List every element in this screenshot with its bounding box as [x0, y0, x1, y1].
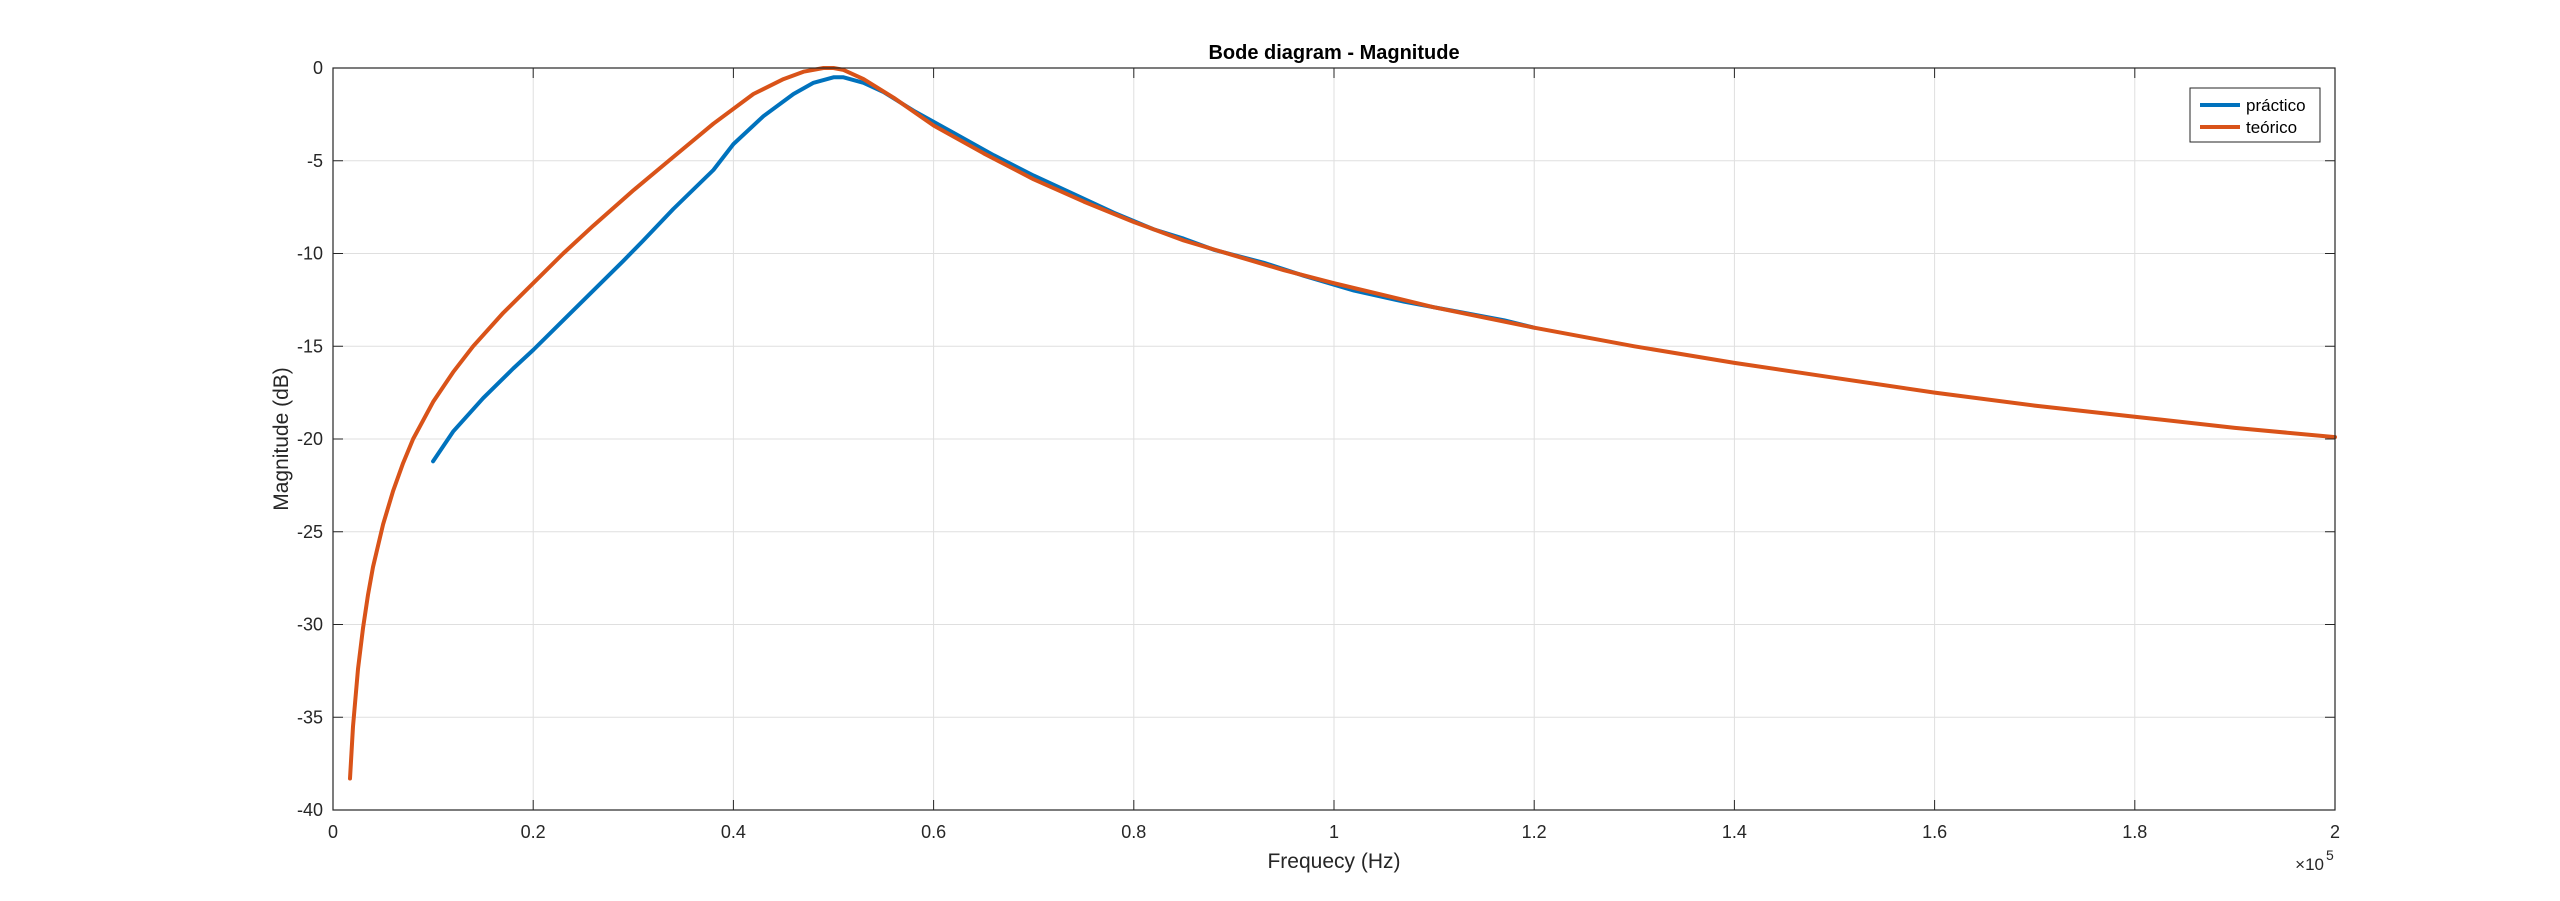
plot-area [332, 66, 2337, 811]
x-tick-label: 0.2 [521, 822, 546, 842]
x-tick-label: 0.8 [1121, 822, 1146, 842]
y-tick-label: -35 [297, 707, 323, 727]
y-tick-label: 0 [313, 58, 323, 78]
x-axis-exponent-base: ×10 [2295, 855, 2324, 874]
x-tick-label: 0 [328, 822, 338, 842]
x-axis-label: Frequecy (Hz) [1267, 850, 1400, 873]
legend-label-teorico: teórico [2246, 118, 2297, 137]
x-axis-exponent: ×10 5 [2295, 847, 2334, 874]
tick-marks [332, 67, 2336, 811]
y-tick-label: -5 [307, 151, 323, 171]
x-axis-exponent-power: 5 [2326, 847, 2334, 863]
y-tick-label: -40 [297, 800, 323, 820]
x-tick-label: 0.4 [721, 822, 746, 842]
x-tick-labels: 0 0.2 0.4 0.6 0.8 1 1.2 1.4 1.6 1.8 2 [328, 822, 2340, 842]
y-tick-label: -25 [297, 522, 323, 542]
y-tick-label: -30 [297, 615, 323, 635]
x-tick-label: 1 [1329, 822, 1339, 842]
legend: práctico teórico [2189, 87, 2321, 143]
x-tick-label: 1.8 [2122, 822, 2147, 842]
legend-label-practico: práctico [2246, 96, 2306, 115]
y-tick-label: -10 [297, 244, 323, 264]
x-tick-label: 1.6 [1922, 822, 1947, 842]
x-tick-label: 1.2 [1522, 822, 1547, 842]
y-tick-labels: 0 -5 -10 -15 -20 -25 -30 -35 -40 [297, 58, 323, 820]
y-tick-label: -20 [297, 429, 323, 449]
x-tick-label: 0.6 [921, 822, 946, 842]
chart-title: Bode diagram - Magnitude [1208, 42, 1459, 64]
legend-box [2189, 87, 2321, 143]
x-tick-label: 1.4 [1722, 822, 1747, 842]
x-tick-label: 2 [2330, 822, 2340, 842]
y-tick-label: -15 [297, 336, 323, 356]
y-axis-label: Magnitude (dB) [270, 367, 293, 511]
